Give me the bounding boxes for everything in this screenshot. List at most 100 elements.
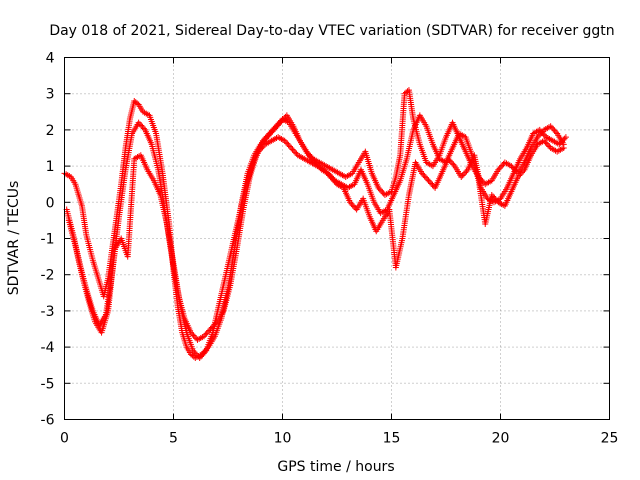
data-point — [262, 134, 269, 141]
data-point — [290, 147, 297, 154]
data-point — [134, 100, 141, 107]
data-point — [428, 180, 435, 187]
data-point — [192, 350, 199, 357]
grid — [64, 57, 610, 420]
data-point — [324, 171, 331, 178]
data-point — [269, 127, 276, 134]
data-point — [190, 347, 197, 354]
series-track-c — [65, 126, 569, 361]
data-point — [202, 331, 209, 338]
data-point — [199, 352, 206, 359]
y-tick-label: 4 — [46, 51, 55, 67]
data-point — [496, 165, 503, 172]
data-point — [330, 176, 337, 183]
data-point — [204, 328, 211, 335]
x-tick-label: 5 — [169, 431, 178, 447]
data-point — [306, 153, 313, 160]
data-point — [536, 126, 543, 133]
data-point — [463, 168, 470, 175]
data-point — [517, 171, 524, 178]
data-point — [258, 145, 265, 152]
data-point — [447, 158, 454, 165]
data-point — [266, 130, 273, 137]
data-point — [349, 202, 356, 209]
data-point — [458, 173, 465, 180]
data-point — [424, 176, 431, 183]
data-point — [282, 139, 289, 146]
y-tick-labels: -6 -5 -4 -3 -2 -1 0 1 2 3 4 — [41, 51, 55, 429]
data-point — [351, 203, 358, 210]
data-point — [259, 144, 266, 151]
data-point — [189, 331, 196, 338]
x-tick-label: 20 — [492, 431, 510, 447]
data-point — [548, 124, 555, 131]
data-point — [420, 171, 427, 178]
data-point — [328, 175, 335, 182]
data-point — [558, 138, 565, 145]
data-point — [557, 139, 564, 146]
data-point — [326, 172, 333, 179]
data-point — [379, 189, 386, 196]
data-point — [419, 170, 426, 177]
data-point — [201, 349, 208, 356]
data-point — [497, 163, 504, 170]
data-point — [138, 122, 145, 129]
data-point — [550, 126, 557, 133]
data-point — [542, 139, 549, 146]
data-point — [285, 142, 292, 149]
data-point — [488, 192, 495, 199]
data-point — [272, 123, 279, 130]
data-point — [446, 157, 453, 164]
data-point — [375, 184, 382, 191]
data-point — [460, 171, 467, 178]
series-track-b — [63, 112, 567, 343]
data-point — [271, 124, 278, 131]
data-point — [538, 128, 545, 135]
data-point — [323, 169, 330, 176]
data-point — [539, 129, 546, 136]
y-tick-label: -6 — [41, 413, 55, 429]
data-point — [449, 160, 456, 167]
data-point — [270, 126, 277, 133]
data-point — [256, 147, 263, 154]
data-point — [305, 152, 312, 159]
data-point — [540, 131, 547, 138]
data-marks — [61, 87, 569, 361]
data-point — [197, 353, 204, 360]
data-point — [560, 145, 567, 151]
data-point — [520, 168, 527, 175]
y-tick-label: -4 — [41, 340, 55, 356]
data-point — [551, 127, 558, 134]
data-point — [331, 178, 338, 185]
data-point — [347, 199, 354, 206]
data-point — [196, 354, 203, 361]
x-tick-label: 15 — [383, 431, 401, 447]
data-point — [275, 120, 282, 127]
data-point — [547, 123, 554, 130]
data-point — [327, 173, 334, 180]
y-tick-label: -2 — [41, 268, 55, 284]
data-point — [284, 140, 291, 147]
data-point — [421, 173, 428, 180]
y-tick-label: 2 — [46, 123, 55, 139]
data-point — [135, 119, 142, 126]
data-point — [191, 349, 198, 356]
data-point — [490, 193, 497, 200]
data-point — [560, 137, 567, 144]
data-point — [261, 136, 268, 143]
data-point — [322, 168, 329, 175]
data-point — [194, 352, 201, 359]
data-point — [288, 145, 295, 151]
data-point — [552, 129, 559, 136]
data-point — [508, 163, 515, 170]
y-tick-label: 0 — [46, 195, 55, 211]
data-point — [276, 118, 283, 125]
data-point — [255, 148, 262, 155]
data-point — [191, 333, 198, 340]
data-point — [139, 124, 146, 131]
data-point — [263, 133, 270, 140]
data-point — [543, 140, 550, 147]
data-point — [265, 131, 272, 138]
data-point — [286, 143, 293, 150]
